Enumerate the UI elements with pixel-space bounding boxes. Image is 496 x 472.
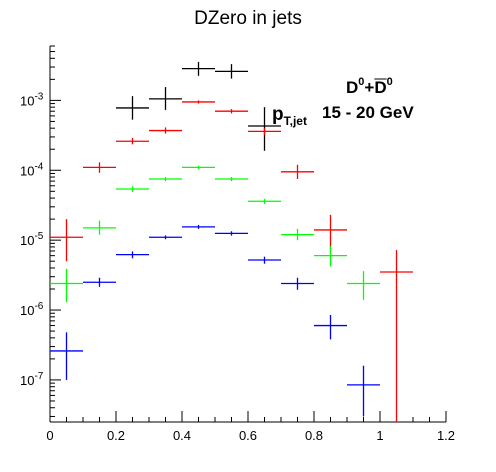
data-point <box>347 271 380 300</box>
data-point <box>116 96 149 120</box>
data-point <box>215 109 248 114</box>
data-point <box>149 87 182 110</box>
data-point <box>281 277 314 290</box>
data-markers <box>50 61 413 422</box>
x-tick-label: 0.4 <box>173 428 191 443</box>
data-point <box>149 127 182 134</box>
x-tick-label: 1 <box>376 428 383 443</box>
annotation-range: 15 - 20 GeV <box>322 103 414 122</box>
data-point <box>248 256 281 264</box>
y-tick-label: 10-6 <box>20 301 44 318</box>
data-point <box>182 165 215 170</box>
data-point <box>314 246 347 267</box>
data-point <box>215 64 248 79</box>
x-tick-label: 0.6 <box>239 428 257 443</box>
y-tick-label: 10-3 <box>20 91 44 108</box>
data-point <box>281 228 314 241</box>
data-point <box>50 268 83 303</box>
data-point <box>380 250 413 422</box>
data-point <box>116 251 149 259</box>
x-tick-label: 0.8 <box>305 428 323 443</box>
data-point <box>116 186 149 192</box>
data-point <box>83 277 116 287</box>
y-tick-label: 10-5 <box>20 231 44 248</box>
data-point <box>182 61 215 76</box>
annotation-particle: D0+D0 <box>346 76 393 97</box>
x-ticks: 0 0.2 0.4 0.6 0.8 1 1.2 <box>46 411 455 443</box>
data-point <box>215 177 248 182</box>
data-point <box>83 162 116 173</box>
y-tick-label: 10-4 <box>20 161 44 178</box>
chart-title: DZero in jets <box>194 8 302 29</box>
data-point <box>347 365 380 417</box>
annotation: D0+D0 pT,jet 15 - 20 GeV <box>272 76 414 128</box>
y-ticks: 10-7 10-6 10-5 10-4 10-3 <box>20 45 61 417</box>
x-tick-label: 0.2 <box>107 428 125 443</box>
annotation-pt: pT,jet <box>272 104 307 128</box>
data-point <box>182 100 215 104</box>
data-point <box>314 314 347 340</box>
y-tick-label: 10-7 <box>20 371 44 388</box>
data-point <box>50 332 83 380</box>
data-point <box>149 177 182 182</box>
data-point <box>149 235 182 240</box>
x-tick-label: 1.2 <box>437 428 455 443</box>
data-point <box>83 220 116 235</box>
data-point <box>248 128 281 135</box>
data-point <box>314 214 347 249</box>
data-point <box>248 198 281 204</box>
data-point <box>281 164 314 179</box>
data-point <box>182 224 215 229</box>
data-point <box>116 137 149 145</box>
x-tick-label: 0 <box>46 428 53 443</box>
data-point <box>50 219 83 262</box>
data-point <box>215 231 248 236</box>
